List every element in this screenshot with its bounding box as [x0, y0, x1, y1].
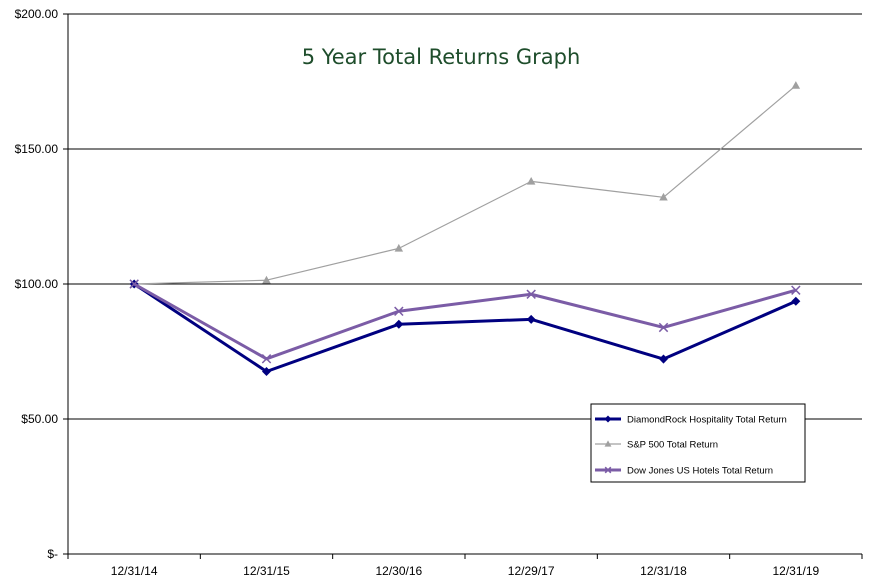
data-point — [394, 243, 404, 252]
y-tick-label: $100.00 — [15, 277, 59, 291]
x-tick-label: 12/31/19 — [772, 564, 819, 578]
data-point — [526, 289, 536, 299]
data-point — [526, 176, 536, 185]
data-point — [129, 279, 139, 289]
data-point — [394, 306, 404, 317]
data-point — [526, 314, 536, 324]
data-point — [659, 192, 668, 201]
data-point — [261, 354, 272, 364]
legend-label: S&P 500 Total Return — [627, 440, 718, 451]
gridlines — [68, 13, 862, 420]
y-tick-label: $50.00 — [21, 412, 58, 426]
legend: DiamondRock Hospitality Total Return S&P … — [590, 403, 806, 483]
series-triangle — [129, 81, 801, 288]
legend-label: DiamondRock Hospitality Total Return — [627, 415, 787, 426]
legend-label: Dow Jones US Hotels Total Return — [627, 466, 773, 477]
series-lines — [129, 81, 801, 376]
data-point — [658, 322, 669, 333]
data-point — [394, 319, 404, 329]
data-point — [261, 366, 272, 376]
x-tick-label: 12/31/15 — [243, 564, 290, 578]
x-tick-label: 12/29/17 — [508, 564, 555, 578]
legend-entry: DiamondRock Hospitality Total Return — [595, 415, 787, 426]
series-diamond — [129, 279, 801, 376]
series-x — [129, 279, 801, 364]
data-point — [791, 296, 801, 306]
y-tick-label: $- — [47, 547, 58, 561]
legend-marker — [604, 466, 612, 474]
axes — [63, 13, 863, 559]
x-tick-label: 12/31/14 — [111, 564, 158, 578]
y-axis-tick-labels: $- $50.00 $100.00 $150.00 $200.00 — [15, 7, 59, 561]
legend-marker — [604, 415, 612, 423]
y-tick-label: $150.00 — [15, 142, 59, 156]
legend-marker — [604, 440, 612, 447]
legend-entry: S&P 500 Total Return — [595, 440, 718, 451]
data-point — [791, 285, 801, 295]
data-point — [791, 81, 801, 89]
data-point — [658, 354, 669, 364]
x-tick-label: 12/30/16 — [375, 564, 422, 578]
x-axis-tick-labels: 12/31/14 12/31/15 12/30/16 12/29/17 12/31/18… — [111, 564, 820, 578]
legend-box — [590, 403, 806, 483]
data-point — [262, 275, 271, 284]
series-line — [133, 282, 797, 373]
chart-title: 5 Year Total Returns Graph — [302, 45, 581, 69]
series-line — [134, 85, 797, 285]
legend-entry: Dow Jones US Hotels Total Return — [595, 466, 773, 477]
x-tick-label: 12/31/18 — [640, 564, 687, 578]
y-tick-label: $200.00 — [15, 7, 59, 21]
series-line — [133, 282, 797, 361]
